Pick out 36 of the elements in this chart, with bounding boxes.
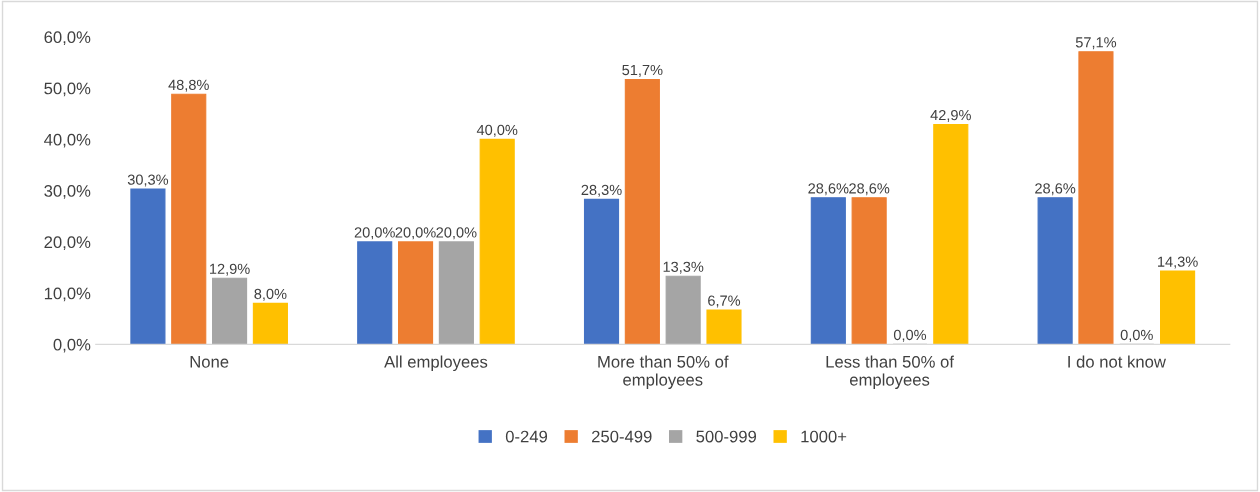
legend-label: 1000+ bbox=[801, 430, 847, 443]
data-label: 13,3% bbox=[663, 261, 704, 274]
data-label: 28,6% bbox=[849, 183, 890, 196]
data-label: 6,7% bbox=[708, 295, 741, 308]
data-label: 51,7% bbox=[622, 64, 663, 77]
y-tick-label: 40,0% bbox=[44, 133, 91, 148]
x-tick-label: I do not know bbox=[1068, 355, 1166, 368]
data-label: 0,0% bbox=[893, 329, 927, 342]
y-tick-label: 20,0% bbox=[44, 236, 91, 251]
legend-label: 0-249 bbox=[505, 430, 548, 443]
data-label: 40,0% bbox=[476, 124, 518, 137]
data-label: 30,3% bbox=[127, 174, 169, 187]
x-tick-label: None bbox=[190, 356, 229, 368]
y-tick-label: 60,0% bbox=[44, 31, 91, 46]
data-label: 48,8% bbox=[168, 79, 209, 92]
data-label: 0,0% bbox=[1120, 329, 1153, 342]
legend-label: 500-999 bbox=[696, 430, 757, 443]
y-tick-label: 0,0% bbox=[53, 338, 91, 353]
data-label: 12,9% bbox=[210, 263, 250, 276]
y-tick-label: 30,0% bbox=[44, 185, 91, 199]
y-tick-label: 10,0% bbox=[44, 287, 91, 302]
legend-label: 250-499 bbox=[592, 430, 652, 443]
data-label: 57,1% bbox=[1075, 37, 1117, 50]
data-label: 20,0% bbox=[354, 227, 395, 240]
x-tick-label: All employees bbox=[384, 355, 488, 372]
data-label: 42,9% bbox=[930, 109, 971, 122]
data-label: 20,0% bbox=[395, 227, 436, 240]
x-tick-label: Less than 50% of employees bbox=[826, 355, 954, 389]
data-label: 14,3% bbox=[1158, 256, 1198, 269]
data-label: 8,0% bbox=[254, 288, 287, 301]
data-label: 28,6% bbox=[808, 183, 849, 196]
data-label: 20,0% bbox=[436, 227, 477, 240]
x-tick-label: More than 50% of employees bbox=[598, 355, 729, 389]
y-tick-label: 50,0% bbox=[44, 82, 91, 97]
data-label: 28,3% bbox=[581, 184, 622, 197]
data-label: 28,6% bbox=[1035, 183, 1076, 196]
